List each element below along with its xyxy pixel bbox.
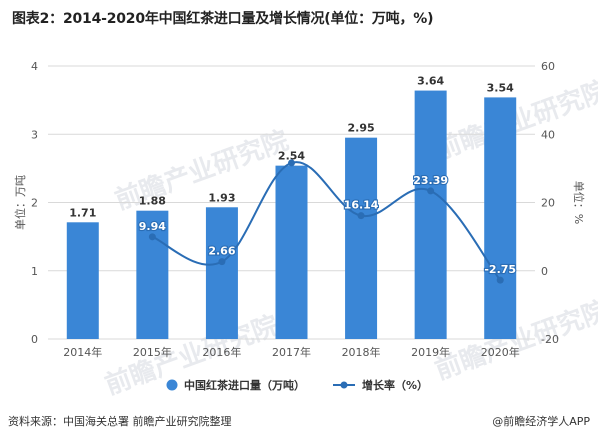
y2-tick-label: 40 (541, 128, 555, 141)
bar (66, 222, 99, 339)
y2-tick-label: 0 (541, 265, 548, 278)
bar-value-label: 1.93 (208, 191, 235, 204)
x-tick-label: 2018年 (342, 345, 381, 359)
y-tick-label: 4 (31, 60, 38, 73)
y2-tick-label: 60 (541, 60, 555, 73)
bar-value-label: 3.64 (417, 75, 444, 88)
growth-value-label: 2.66 (208, 245, 235, 258)
legend-line-dot (340, 381, 348, 389)
legend-bar-label: 中国红茶进口量（万吨） (184, 378, 305, 392)
bar-value-label: 2.54 (278, 150, 305, 163)
x-tick-label: 2020年 (481, 345, 520, 359)
bar-value-label: 2.95 (348, 122, 375, 135)
source-note: 资料来源：中国海关总署 前瞻产业研究院整理 (8, 415, 232, 428)
growth-value-label: 16.14 (344, 199, 379, 212)
growth-point (218, 258, 226, 266)
y-tick-label: 2 (31, 197, 38, 210)
bar (345, 137, 378, 339)
bar-value-label: 1.88 (139, 195, 166, 208)
growth-point (288, 159, 295, 167)
y2-axis-label: 单位：% (572, 181, 586, 224)
legend-line-label: 增长率（%） (362, 378, 428, 392)
brand-credit: @前瞻经济学人APP (492, 415, 590, 428)
legend-bar-marker (166, 379, 178, 391)
x-tick-label: 2014年 (63, 345, 102, 359)
growth-point (148, 233, 156, 241)
y2-tick-label: -20 (541, 333, 559, 346)
chart-title: 图表2：2014-2020年中国红茶进口量及增长情况(单位：万吨，%) (12, 11, 434, 27)
bar (414, 90, 447, 339)
growth-value-label: 9.94 (139, 220, 166, 233)
bar (484, 97, 517, 340)
x-tick-label: 2015年 (133, 345, 172, 359)
x-tick-label: 2016年 (202, 345, 241, 359)
bar (136, 210, 169, 339)
growth-point (496, 276, 504, 284)
x-tick-label: 2017年 (272, 345, 311, 359)
bar-value-label: 3.54 (487, 81, 514, 94)
bar-value-label: 1.71 (69, 206, 96, 219)
bar (205, 207, 238, 339)
y-tick-label: 0 (31, 333, 38, 346)
growth-point (357, 212, 365, 220)
y-tick-label: 1 (31, 265, 38, 278)
bar (275, 165, 308, 339)
y2-tick-label: 20 (541, 197, 555, 210)
y-tick-label: 3 (31, 128, 38, 141)
growth-value-label: -2.75 (484, 263, 516, 276)
growth-value-label: 23.39 (413, 174, 448, 187)
y-axis-label: 单位：万吨 (13, 175, 27, 230)
x-tick-label: 2019年 (411, 345, 450, 359)
growth-point (427, 187, 435, 195)
